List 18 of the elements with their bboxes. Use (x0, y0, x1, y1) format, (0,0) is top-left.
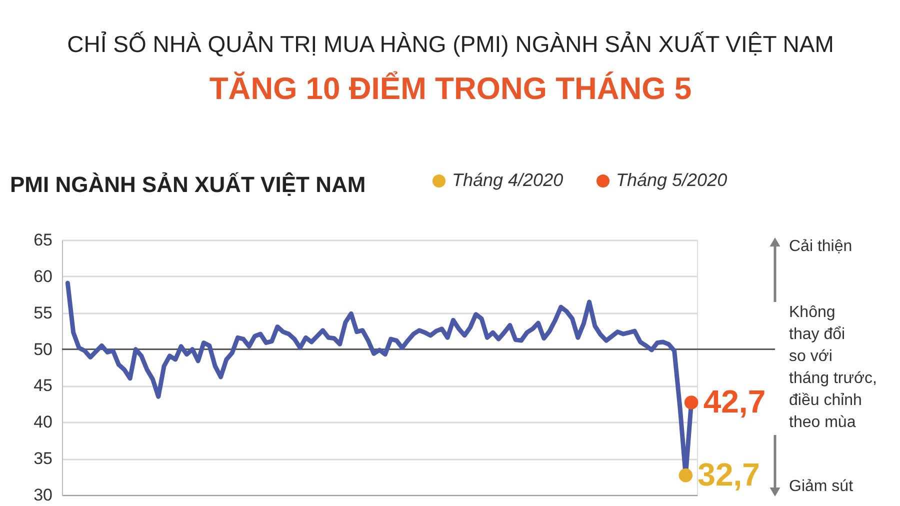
text: Giảm sút (789, 478, 854, 495)
legend-label: Tháng 5/2020 (616, 170, 728, 190)
y-tick-label: 35 (34, 449, 52, 468)
text: Không thay đổi so với tháng trước, điều chỉnh theo mùa (789, 304, 877, 431)
y-tick-label: 30 (34, 486, 52, 504)
data-label: 32,7 (698, 456, 760, 492)
text: Cải thiện (789, 238, 852, 255)
y-tick-label: 60 (34, 266, 52, 286)
y-tick-label: 55 (34, 303, 52, 322)
data-label: 42,7 (703, 383, 766, 420)
y-tick-label: 40 (34, 412, 52, 432)
chart-subtitle: TĂNG 10 ĐIỂM TRONG THÁNG 5 (209, 71, 692, 106)
chart-title: CHỈ SỐ NHÀ QUẢN TRỊ MUA HÀNG (PMI) NGÀNH SẢN XUẤT VIỆT NAM (67, 31, 834, 57)
y-tick-label: 65 (34, 230, 52, 250)
y-tick-label: 50 (34, 340, 52, 359)
legend-label: Tháng 4/2020 (452, 170, 564, 190)
y-tick-label: 45 (34, 376, 52, 396)
text: PMI NGÀNH SẢN XUẤT VIỆT NAM (10, 172, 366, 197)
